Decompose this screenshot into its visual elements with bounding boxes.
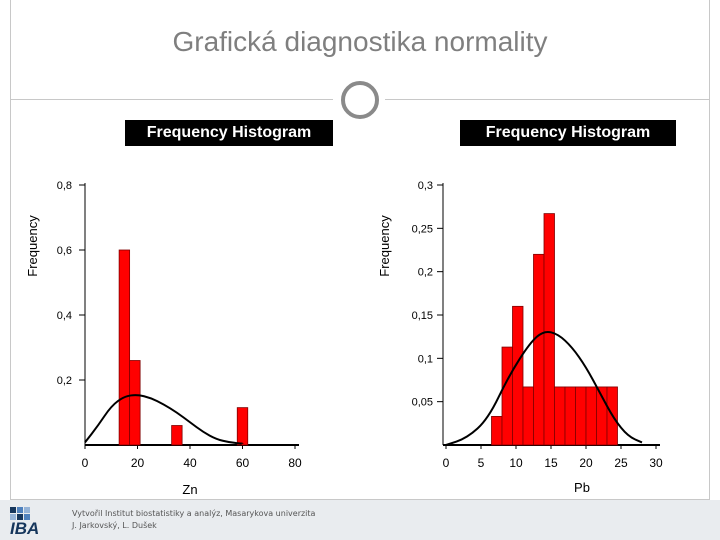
x-tick-label: 0 (82, 456, 89, 470)
y-tick-label: 0,6 (57, 245, 72, 257)
histogram-bar (236, 407, 249, 446)
footer-credit-line2: J. Jarkovský, L. Dušek (72, 521, 157, 530)
footer-credit: Vytvořil Institut biostatistiky a analýz… (72, 508, 372, 532)
y-axis-label: Frequency (25, 215, 40, 277)
x-tick-label: 20 (579, 456, 593, 470)
logo-text: IBA (10, 519, 40, 538)
x-tick-label: 15 (544, 456, 558, 470)
histogram-bar (585, 386, 597, 446)
histogram-bar (118, 249, 131, 446)
y-tick-label: 0,2 (57, 375, 72, 387)
histogram-bar (533, 253, 545, 446)
histogram-charts: 0,2 0,4 0,6 0,8 0 20 40 60 80 Zn Frequency 0,05 0,1 0… (25, 180, 663, 497)
y-tick-label: 0,3 (418, 180, 433, 192)
y-axis-label: Frequency (377, 215, 392, 277)
histogram-bar (554, 386, 566, 446)
histogram-bar (501, 346, 513, 446)
x-tick-label: 10 (509, 456, 523, 470)
x-tick-label: 25 (614, 456, 628, 470)
slide-title: Grafická diagnostika normality (172, 26, 548, 57)
y-tick-label: 0,8 (57, 180, 72, 192)
normal-density-curve (84, 394, 243, 445)
x-tick-label: 0 (443, 456, 450, 470)
x-tick-label: 40 (183, 456, 197, 470)
histogram-bar (564, 386, 576, 446)
slide-frame (10, 0, 710, 500)
y-tick-label: 0,05 (412, 397, 433, 409)
histogram-bar (575, 386, 587, 446)
x-tick-label: 30 (649, 456, 663, 470)
x-tick-label: 80 (288, 456, 302, 470)
histogram-bar (129, 360, 141, 446)
y-tick-label: 0,2 (418, 267, 433, 279)
x-tick-label: 5 (478, 456, 485, 470)
y-tick-label: 0,4 (57, 310, 72, 322)
histogram-zn-title: Frequency Histogram (125, 120, 333, 146)
histogram-pb-title: Frequency Histogram (460, 120, 676, 146)
normal-density-curve (445, 330, 643, 446)
x-tick-label: 60 (236, 456, 250, 470)
institute-logo-icon (10, 507, 30, 520)
footer (0, 500, 720, 540)
circle-ornament-icon (341, 81, 379, 119)
x-axis-label: Pb (574, 480, 590, 495)
y-tick-label: 0,15 (412, 310, 433, 322)
y-tick-label: 0,1 (418, 353, 433, 365)
histogram-bar (522, 386, 534, 446)
y-tick-label: 0,25 (412, 223, 433, 235)
x-tick-label: 20 (131, 456, 145, 470)
histogram-bar (171, 425, 183, 446)
histogram-bar (543, 213, 555, 446)
x-axis-label: Zn (182, 482, 197, 497)
histogram-bar (512, 305, 524, 446)
histogram-bar (491, 415, 503, 446)
footer-credit-line1: Vytvořil Institut biostatistiky a analýz… (72, 509, 316, 518)
